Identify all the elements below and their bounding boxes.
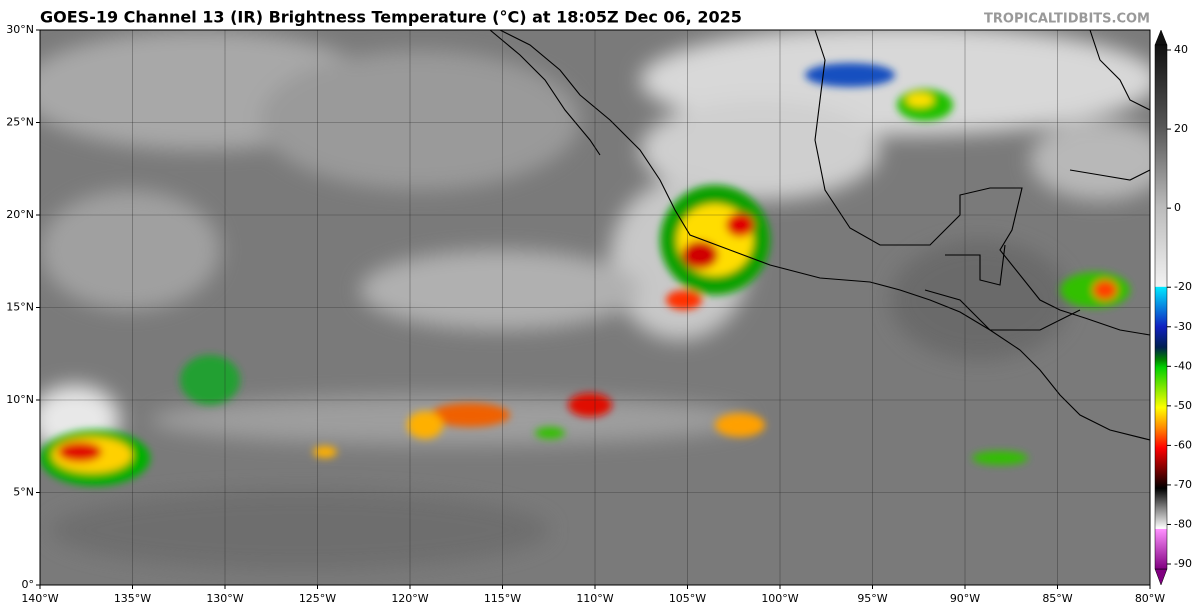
lon-tick-label: 135°W bbox=[114, 592, 151, 605]
colorbar-tick-label: -40 bbox=[1174, 359, 1192, 372]
lon-tick-label: 80°W bbox=[1135, 592, 1165, 605]
lon-tick-label: 110°W bbox=[576, 592, 613, 605]
credit: TROPICALTIDBITS.COM bbox=[984, 12, 1150, 27]
colorbar-tick-label: -60 bbox=[1174, 438, 1192, 451]
colorbar-tick-label: 20 bbox=[1174, 122, 1188, 135]
lat-tick-label: 15°N bbox=[6, 301, 34, 314]
lat-tick-label: 10°N bbox=[6, 393, 34, 406]
colorbar-tick-label: -70 bbox=[1174, 478, 1192, 491]
colorbar-tick-label: 0 bbox=[1174, 201, 1181, 214]
colorbar-tick-label: -50 bbox=[1174, 399, 1192, 412]
lon-tick-label: 100°W bbox=[761, 592, 798, 605]
lon-tick-label: 90°W bbox=[950, 592, 980, 605]
lat-tick-label: 0° bbox=[22, 578, 35, 591]
lat-tick-label: 20°N bbox=[6, 208, 34, 221]
colorbar-tick-label: -30 bbox=[1174, 320, 1192, 333]
title: GOES-19 Channel 13 (IR) Brightness Tempe… bbox=[40, 8, 742, 27]
lat-tick-label: 30°N bbox=[6, 23, 34, 36]
lon-tick-label: 105°W bbox=[669, 592, 706, 605]
colorbar-tick-label: -20 bbox=[1174, 280, 1192, 293]
lon-tick-label: 140°W bbox=[21, 592, 58, 605]
colorbar-tick-label: -80 bbox=[1174, 517, 1192, 530]
colorbar-extend-bottom bbox=[1154, 568, 1168, 586]
lon-tick-label: 85°W bbox=[1042, 592, 1072, 605]
lat-tick-label: 5°N bbox=[13, 486, 34, 499]
colorbar-extend-top bbox=[1154, 29, 1168, 46]
colorbar bbox=[1154, 44, 1168, 570]
colorbar-tick-label: 40 bbox=[1174, 43, 1188, 56]
lon-tick-label: 120°W bbox=[391, 592, 428, 605]
lon-tick-label: 115°W bbox=[484, 592, 521, 605]
lon-tick-label: 95°W bbox=[857, 592, 887, 605]
colorbar-tick-label: -90 bbox=[1174, 557, 1192, 570]
lon-tick-label: 125°W bbox=[299, 592, 336, 605]
coastlines bbox=[489, 30, 1150, 441]
lon-tick-label: 130°W bbox=[206, 592, 243, 605]
lat-tick-label: 25°N bbox=[6, 116, 34, 129]
